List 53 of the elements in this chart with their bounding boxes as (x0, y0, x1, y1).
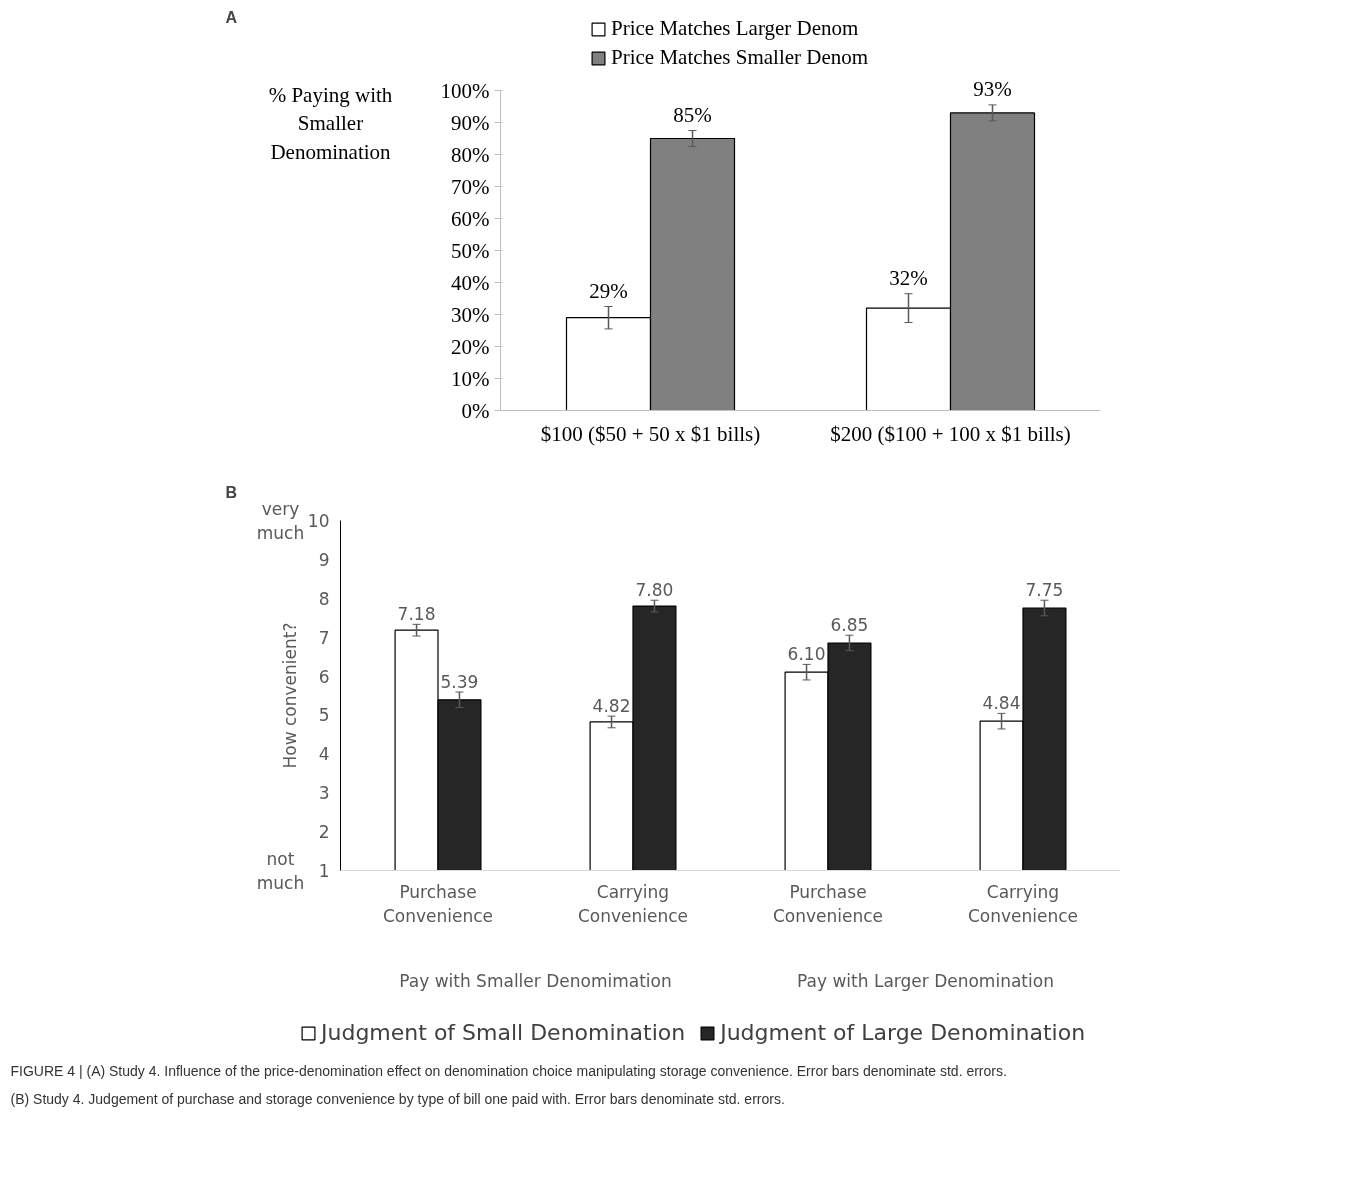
x-tick-label: $100 ($50 + 50 x $1 bills) (540, 421, 761, 446)
caption: FIGURE 4 | (A) Study 4. Influence of the price-denomination effect on denomination choice manipulating storage convenience. Error bars denominate std. errors. (10, 1062, 1007, 1079)
text: Pay with Smaller Denomimation (399, 970, 672, 991)
data-label: 32% (889, 265, 928, 290)
data-label: 4.82 (592, 696, 631, 717)
data-label: 85% (673, 102, 712, 127)
y-tick-label: 10 (307, 511, 330, 531)
legend-label: Price Matches Larger Denom (611, 16, 859, 41)
data-label: 7.75 (1025, 580, 1064, 601)
data-label: 93% (973, 76, 1012, 101)
y-tick-label: 50% (451, 238, 490, 263)
y-tick-label: 90% (451, 110, 490, 135)
text: very much (256, 498, 305, 543)
y-tick-label: 40% (451, 270, 490, 295)
y-tick-label: 5 (318, 705, 330, 726)
x-tick-label: $200 ($100 + 100 x $1 bills) (830, 421, 1071, 446)
legend-label: Price Matches Smaller Denom (611, 45, 869, 70)
y-tick-label: 9 (318, 549, 330, 570)
y-tick-label: 8 (318, 588, 330, 609)
x-tick-label: Carrying Convenience (577, 881, 689, 926)
y-tick-label: 100% (440, 78, 490, 103)
legend-label: Judgment of Large Denomination (720, 1020, 1086, 1045)
y-tick-label: 4 (318, 744, 330, 765)
text: not much (256, 848, 305, 893)
y-tick-label: 6 (318, 666, 330, 687)
data-label: 6.10 (787, 644, 826, 665)
legend-label: Judgment of Small Denomination (321, 1020, 686, 1045)
data-label: 29% (589, 278, 628, 303)
y-tick-label: 1 (318, 861, 330, 881)
y-tick-label: 2 (318, 822, 330, 843)
y-axis-title: How convenient? (279, 622, 300, 769)
y-axis-title: % Paying with Smaller Denomination (268, 82, 393, 165)
y-tick-label: 80% (451, 142, 490, 167)
x-tick-label: Purchase Convenience (772, 881, 884, 926)
y-tick-label: 0% (461, 398, 490, 423)
text: A (225, 8, 238, 26)
y-tick-label: 10% (451, 366, 490, 391)
y-tick-label: 30% (451, 302, 490, 327)
data-label: 6.85 (830, 615, 869, 636)
data-label: 7.18 (397, 604, 436, 625)
y-tick-label: 60% (451, 206, 490, 231)
y-tick-label: 7 (318, 627, 330, 648)
y-tick-label: 3 (318, 783, 330, 804)
data-label: 4.84 (982, 693, 1021, 714)
x-tick-label: Carrying Convenience (967, 881, 1079, 926)
data-label: 7.80 (635, 580, 674, 601)
y-tick-label: 70% (451, 174, 490, 199)
text: B (225, 483, 238, 501)
data-label: 5.39 (440, 672, 479, 692)
x-tick-label: Purchase Convenience (382, 881, 494, 926)
y-tick-label: 20% (451, 334, 490, 359)
text: (B) Study 4. Judgement of purchase and storage convenience by type of bill one paid with. Error bars denominate std. errors. (10, 1090, 785, 1107)
text: Pay with Larger Denomination (797, 970, 1054, 991)
